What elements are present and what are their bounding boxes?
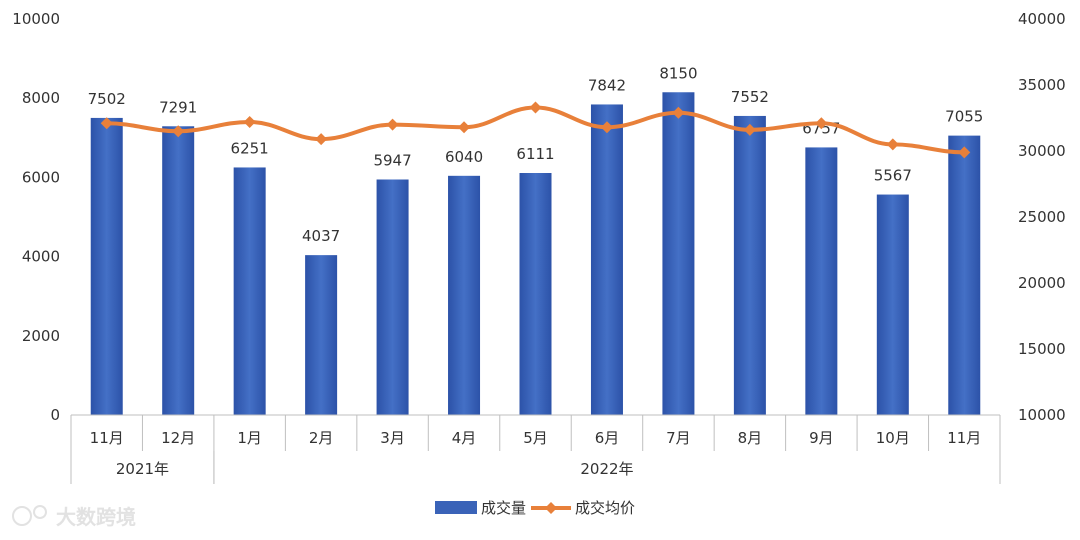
bar: [948, 135, 981, 415]
legend-label-line: 成交均价: [575, 499, 635, 517]
watermark-logo-icon: [12, 506, 32, 526]
bar-data-label: 7842: [588, 76, 626, 94]
bar: [376, 179, 409, 415]
line-series: [100, 101, 971, 159]
category-label: 12月: [161, 429, 195, 447]
right-axis: 10000 15000 20000 25000 30000 35000 40000: [1018, 10, 1066, 424]
category-label: 5月: [523, 429, 548, 447]
category-label: 8月: [738, 429, 763, 447]
left-axis-tick-label: 0: [50, 406, 60, 424]
category-label: 2月: [309, 429, 334, 447]
bar-data-label: 7502: [88, 90, 126, 108]
group-label: 2022年: [580, 460, 633, 478]
right-axis-tick-label: 10000: [1018, 406, 1066, 424]
left-axis-tick-label: 6000: [22, 168, 60, 186]
bar-data-label: 5567: [874, 167, 912, 185]
bar-data-label: 8150: [659, 64, 697, 82]
right-axis-tick-label: 30000: [1018, 142, 1066, 160]
category-label: 9月: [809, 429, 834, 447]
bar-data-label: 6040: [445, 148, 483, 166]
bar: [876, 194, 909, 415]
line-marker: [243, 115, 256, 128]
bar-data-label: 4037: [302, 227, 340, 245]
category-label: 10月: [876, 429, 910, 447]
bar: [733, 115, 766, 416]
bar: [90, 117, 123, 415]
line-marker: [958, 146, 971, 159]
legend: 成交量 成交均价: [435, 499, 635, 517]
bar: [662, 92, 695, 415]
line-marker: [815, 117, 828, 130]
right-axis-tick-label: 35000: [1018, 76, 1066, 94]
bar: [590, 104, 623, 416]
bar-data-labels: 7502 7291 6251 4037 5947 6040 6111 7842 8150 7552…: [88, 64, 984, 245]
bar-data-label: 6111: [516, 145, 554, 163]
category-label: 6月: [595, 429, 620, 447]
line-marker: [458, 121, 471, 134]
right-axis-tick-label: 25000: [1018, 208, 1066, 226]
bar: [305, 255, 338, 415]
bar-data-label: 5947: [373, 151, 411, 169]
legend-label-bar: 成交量: [481, 499, 526, 517]
bar: [448, 175, 481, 415]
bar: [805, 147, 838, 416]
category-axis: 11月 12月 1月 2月 3月 4月 5月 6月 7月 8月 9月 10月 11月 2021年 2022年: [70, 415, 1001, 484]
group-label: 2021年: [116, 460, 169, 478]
category-label: 11月: [947, 429, 981, 447]
right-axis-tick-label: 20000: [1018, 274, 1066, 292]
watermark-text: 大数跨境: [56, 505, 136, 529]
left-axis-tick-label: 2000: [22, 327, 60, 345]
category-label: 11月: [90, 429, 124, 447]
left-axis-tick-label: 10000: [12, 10, 60, 28]
left-axis-tick-label: 8000: [22, 89, 60, 107]
line-marker: [529, 101, 542, 114]
watermark: 大数跨境: [12, 505, 136, 529]
line-marker: [600, 121, 613, 134]
line-marker: [100, 117, 113, 130]
line-marker: [886, 138, 899, 151]
bar: [233, 167, 266, 415]
left-axis-tick-label: 4000: [22, 248, 60, 266]
category-label: 3月: [380, 429, 405, 447]
left-axis: 0 2000 4000 6000 8000 10000: [12, 10, 60, 424]
bar-data-label: 7291: [159, 98, 197, 116]
right-axis-tick-label: 15000: [1018, 340, 1066, 358]
line-marker: [386, 118, 399, 131]
watermark-logo-icon: [33, 505, 47, 519]
category-label: 7月: [666, 429, 691, 447]
bar-data-label: 7552: [731, 88, 769, 106]
legend-swatch-bar: [435, 501, 477, 514]
bar-series: [71, 92, 1000, 416]
bar-data-label: 6251: [231, 139, 269, 157]
line-marker: [672, 106, 685, 119]
category-label: 1月: [237, 429, 262, 447]
bar: [162, 126, 195, 415]
bar-data-label: 7055: [945, 108, 983, 126]
line-marker: [315, 133, 328, 146]
category-label: 4月: [452, 429, 477, 447]
legend-swatch-marker: [545, 502, 557, 514]
bar: [519, 173, 552, 415]
line-marker: [743, 123, 756, 136]
line-marker: [172, 125, 185, 138]
right-axis-tick-label: 40000: [1018, 10, 1066, 28]
